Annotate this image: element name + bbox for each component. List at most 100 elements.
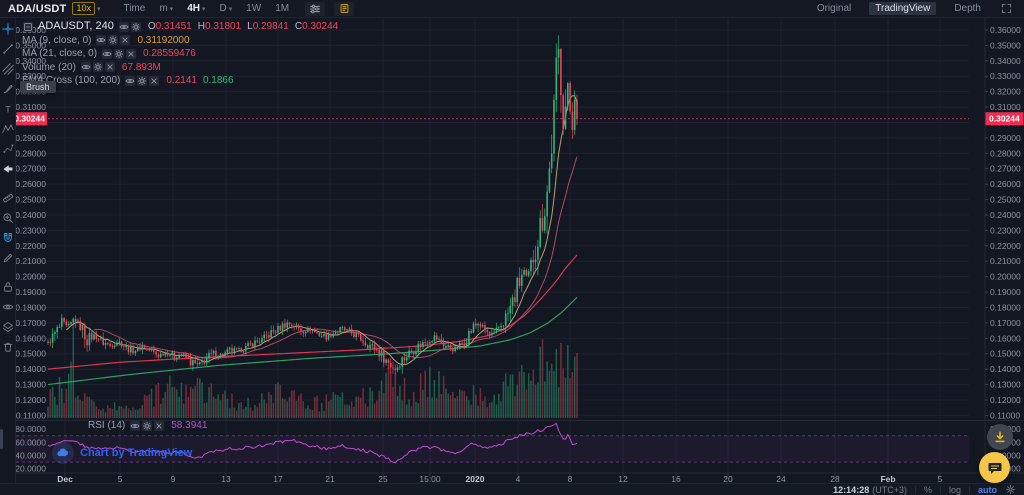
- close-label: C: [294, 21, 303, 32]
- orderbook-panel-button[interactable]: [334, 1, 355, 16]
- gear-icon[interactable]: [114, 48, 125, 59]
- zoom-in-icon[interactable]: [2, 212, 14, 224]
- interval-button-1m[interactable]: 1M: [275, 3, 290, 14]
- svg-text:0.13000: 0.13000: [990, 380, 1021, 390]
- close-icon[interactable]: [154, 420, 165, 431]
- interval-button-4h[interactable]: 4H ▾: [187, 3, 206, 14]
- svg-text:0.20000: 0.20000: [16, 272, 46, 282]
- clock-time: 12:14:28: [833, 484, 870, 495]
- svg-text:0.35000: 0.35000: [990, 40, 1021, 50]
- gear-icon[interactable]: [130, 21, 141, 32]
- time-axis[interactable]: Dec 5 9 13 17 21 25 15:00 2020 4 8 12 16 20 24 28 Feb 5: [57, 473, 943, 484]
- svg-text:0.13000: 0.13000: [16, 380, 46, 390]
- eye-icon[interactable]: [96, 35, 107, 46]
- svg-text:0.35000: 0.35000: [16, 40, 46, 50]
- svg-text:0.32000: 0.32000: [990, 87, 1021, 97]
- object-tree-icon[interactable]: [2, 321, 14, 333]
- interval-button-d[interactable]: D ▾: [219, 3, 233, 14]
- candles-layer: [47, 35, 578, 375]
- text-icon[interactable]: T: [2, 103, 14, 115]
- svg-text:0.15000: 0.15000: [16, 349, 46, 359]
- svg-text:0.31000: 0.31000: [990, 102, 1021, 112]
- tab-depth[interactable]: Depth: [954, 3, 981, 14]
- auto-scale-toggle[interactable]: auto: [978, 484, 997, 495]
- chart-topbar: ADA/USDT 10x ▾ Time m ▾ 4H ▾ D ▾ 1W 1M Original T…: [0, 0, 1024, 18]
- svg-text:Feb: Feb: [880, 474, 895, 483]
- svg-text:0.18000: 0.18000: [16, 302, 46, 312]
- pitchfork-icon[interactable]: [1, 63, 14, 75]
- gear-icon[interactable]: [92, 62, 103, 73]
- eye-icon[interactable]: [130, 420, 141, 431]
- xabcd-pattern-icon[interactable]: [1, 123, 14, 135]
- svg-text:0.23000: 0.23000: [16, 225, 46, 235]
- svg-text:0.11000: 0.11000: [16, 410, 46, 420]
- svg-text:12: 12: [618, 474, 628, 483]
- chart-canvas[interactable]: 0.360000.360000.350000.350000.340000.340…: [14, 18, 1024, 484]
- rsi-label: RSI (14): [88, 420, 126, 431]
- forecast-icon[interactable]: [2, 143, 14, 155]
- rsi-value: 58.3941: [171, 420, 208, 431]
- fullscreen-button[interactable]: [996, 2, 1016, 16]
- eye-icon[interactable]: [80, 62, 91, 73]
- eye-icon[interactable]: [125, 75, 136, 86]
- indicators-button[interactable]: [305, 1, 326, 16]
- gear-icon[interactable]: [137, 75, 148, 86]
- close-icon[interactable]: [104, 62, 115, 73]
- svg-text:80.0000: 80.0000: [16, 424, 46, 434]
- svg-text:0.14000: 0.14000: [990, 364, 1021, 374]
- crosshair-icon[interactable]: [1, 23, 14, 35]
- svg-text:21: 21: [325, 474, 335, 483]
- svg-text:15:00: 15:00: [419, 474, 441, 483]
- download-button[interactable]: [987, 424, 1013, 450]
- svg-text:Dec: Dec: [57, 474, 73, 483]
- interval-button-1w[interactable]: 1W: [246, 3, 262, 14]
- high-label: H: [197, 21, 205, 32]
- svg-text:0.24000: 0.24000: [990, 210, 1021, 220]
- brush-icon[interactable]: [2, 83, 14, 95]
- arrow-marker-icon[interactable]: [2, 163, 14, 175]
- close-icon[interactable]: [149, 75, 160, 86]
- symbol-legend-row: ADAUSDT, 240 O 0.31451 H 0.31801 L 0.29841 …: [22, 20, 338, 34]
- timezone-label[interactable]: (UTC+3): [872, 484, 907, 495]
- cloud-icon: [56, 446, 70, 460]
- close-icon[interactable]: [126, 48, 137, 59]
- svg-text:0.27000: 0.27000: [16, 164, 46, 174]
- collapse-pane-icon[interactable]: [23, 21, 33, 32]
- svg-text:4: 4: [516, 474, 521, 483]
- eye-icon[interactable]: [102, 48, 113, 59]
- close-icon[interactable]: [120, 35, 131, 46]
- svg-text:0.31000: 0.31000: [16, 102, 46, 112]
- log-scale-toggle[interactable]: log: [948, 484, 961, 495]
- remove-trash-icon[interactable]: [2, 341, 14, 353]
- leverage-badge[interactable]: 10x: [72, 2, 95, 15]
- svg-text:0.25000: 0.25000: [16, 195, 46, 205]
- ruler-icon[interactable]: [2, 192, 14, 204]
- settings-gear-icon[interactable]: [1005, 484, 1016, 495]
- legend-symbol-title: ADAUSDT, 240: [38, 20, 114, 32]
- interval-button-time[interactable]: Time: [123, 3, 146, 14]
- drawing-pencil-icon[interactable]: [2, 252, 14, 264]
- magnet-icon[interactable]: [2, 232, 14, 244]
- ma9-label: MA (9, close, 0): [22, 34, 92, 46]
- lock-icon[interactable]: [2, 281, 14, 293]
- chat-support-button[interactable]: [979, 452, 1010, 483]
- watermark-text: Chart by TradingView: [80, 447, 193, 459]
- svg-text:0.36000: 0.36000: [990, 25, 1021, 35]
- tab-original[interactable]: Original: [816, 3, 852, 14]
- open-label: O: [147, 21, 156, 32]
- indicator-legend: ADAUSDT, 240 O 0.31451 H 0.31801 L 0.29841 …: [22, 20, 338, 88]
- svg-text:0.23000: 0.23000: [990, 225, 1021, 235]
- symbol-label: ADA/USDT: [8, 2, 67, 15]
- tab-tradingview[interactable]: TradingView: [869, 2, 937, 15]
- fullscreen-icon: [1001, 3, 1012, 14]
- toolbar-scroll-handle[interactable]: [0, 429, 3, 449]
- hide-drawings-eye-icon[interactable]: [2, 301, 14, 313]
- percent-scale-toggle[interactable]: %: [923, 484, 932, 495]
- gear-icon[interactable]: [142, 420, 153, 431]
- interval-button-m[interactable]: m ▾: [159, 3, 174, 14]
- gear-icon[interactable]: [108, 35, 119, 46]
- eye-icon[interactable]: [118, 21, 129, 32]
- ma21-value: 0.28559476: [143, 48, 196, 59]
- svg-text:16: 16: [671, 474, 681, 483]
- trendline-icon[interactable]: [2, 43, 14, 55]
